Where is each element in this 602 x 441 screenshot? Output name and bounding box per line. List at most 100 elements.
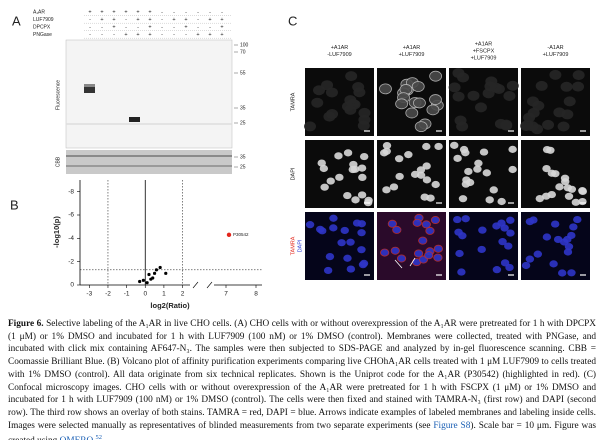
lane-sign: + bbox=[112, 9, 115, 15]
cell bbox=[453, 215, 462, 224]
cell bbox=[479, 148, 489, 156]
cell bbox=[357, 246, 366, 254]
row-label: A₁AR bbox=[33, 9, 45, 15]
cell bbox=[553, 235, 563, 244]
mw-marker: 35 bbox=[240, 105, 246, 111]
cell bbox=[533, 250, 543, 258]
lane-sign: - bbox=[161, 17, 163, 23]
column-header: +FSCPX bbox=[473, 48, 495, 54]
cell bbox=[500, 120, 513, 131]
cell bbox=[450, 141, 459, 149]
cell bbox=[563, 96, 576, 107]
cell bbox=[484, 81, 497, 92]
caption-link[interactable]: Figure S8 bbox=[433, 420, 471, 431]
cell bbox=[500, 224, 509, 232]
column-header: +LUF7909 bbox=[399, 52, 425, 58]
cell bbox=[461, 215, 470, 223]
cell bbox=[550, 220, 560, 228]
y-tick-label: 0 bbox=[70, 282, 74, 289]
cell bbox=[420, 193, 429, 201]
side-label: CBB bbox=[55, 156, 61, 167]
x-tick-label: 0 bbox=[143, 291, 147, 298]
cell bbox=[418, 236, 428, 245]
cell bbox=[489, 186, 498, 194]
gel-band bbox=[84, 84, 95, 87]
cell bbox=[492, 266, 502, 274]
row-label: DPCPX bbox=[33, 24, 51, 30]
lane-sign: + bbox=[100, 9, 103, 15]
cell bbox=[482, 169, 492, 177]
cell bbox=[561, 109, 574, 120]
cell bbox=[319, 164, 329, 173]
row-header: DAPI bbox=[290, 167, 296, 180]
cell bbox=[426, 104, 440, 116]
cell bbox=[473, 165, 482, 173]
cell bbox=[572, 81, 585, 92]
lane-sign: + bbox=[196, 32, 199, 38]
cell bbox=[563, 184, 572, 192]
cell bbox=[396, 254, 407, 263]
cell bbox=[458, 232, 467, 240]
cell bbox=[549, 69, 562, 80]
data-point bbox=[154, 268, 159, 272]
cell bbox=[323, 266, 333, 275]
cell bbox=[416, 166, 426, 174]
lane-sign: + bbox=[88, 9, 91, 15]
x-tick-label: 7 bbox=[224, 291, 228, 298]
cell bbox=[343, 254, 352, 262]
cell bbox=[506, 216, 515, 224]
x-tick-label: 1 bbox=[162, 291, 166, 298]
lane-sign: + bbox=[148, 17, 151, 23]
axis-break bbox=[206, 281, 213, 289]
cell bbox=[358, 261, 368, 269]
caption-bold: Figure 6. bbox=[8, 319, 44, 329]
cell bbox=[521, 261, 531, 270]
cell bbox=[348, 165, 357, 174]
lane-sign: + bbox=[136, 32, 139, 38]
cell bbox=[343, 149, 353, 157]
arrow bbox=[394, 259, 403, 269]
cell bbox=[459, 145, 469, 154]
caption-sup[interactable]: 52 bbox=[95, 434, 103, 440]
y-tick-label: -8 bbox=[68, 188, 74, 195]
cell bbox=[453, 154, 462, 162]
lane-sign: + bbox=[124, 32, 127, 38]
cell bbox=[326, 109, 339, 120]
gel-band bbox=[84, 86, 95, 93]
cell bbox=[542, 165, 551, 173]
cell bbox=[425, 226, 435, 235]
figure-caption: Figure 6. Selective labeling of the A₁AR… bbox=[8, 318, 596, 440]
cell bbox=[477, 245, 486, 254]
cell bbox=[411, 81, 425, 92]
cell bbox=[326, 177, 335, 185]
cell bbox=[448, 82, 461, 93]
cell bbox=[535, 194, 545, 203]
lane-sign: + bbox=[112, 24, 115, 30]
cell bbox=[433, 244, 443, 253]
data-point bbox=[147, 272, 151, 277]
cell bbox=[335, 173, 344, 181]
lane-sign: - bbox=[125, 24, 127, 30]
lane-sign: - bbox=[101, 24, 103, 30]
lane-sign: + bbox=[148, 32, 151, 38]
cell bbox=[357, 164, 367, 172]
column-header: +A1AR bbox=[475, 41, 493, 47]
cell bbox=[564, 192, 574, 200]
cell bbox=[405, 107, 419, 119]
lane-sign: - bbox=[137, 24, 139, 30]
cell bbox=[430, 216, 441, 225]
cell bbox=[508, 165, 517, 174]
row-header: TAMRA bbox=[290, 92, 296, 111]
row-header: DAPI bbox=[297, 239, 303, 252]
y-axis-label: -log10(p) bbox=[52, 216, 61, 248]
cell bbox=[329, 224, 338, 232]
data-point bbox=[138, 279, 142, 284]
lane-sign: + bbox=[184, 17, 187, 23]
cell bbox=[452, 68, 465, 79]
cell bbox=[413, 97, 426, 109]
gel-band bbox=[129, 117, 140, 122]
caption-link[interactable]: OMERO. bbox=[60, 436, 96, 440]
cell bbox=[357, 191, 367, 199]
data-point bbox=[158, 265, 162, 270]
cell bbox=[433, 253, 443, 262]
